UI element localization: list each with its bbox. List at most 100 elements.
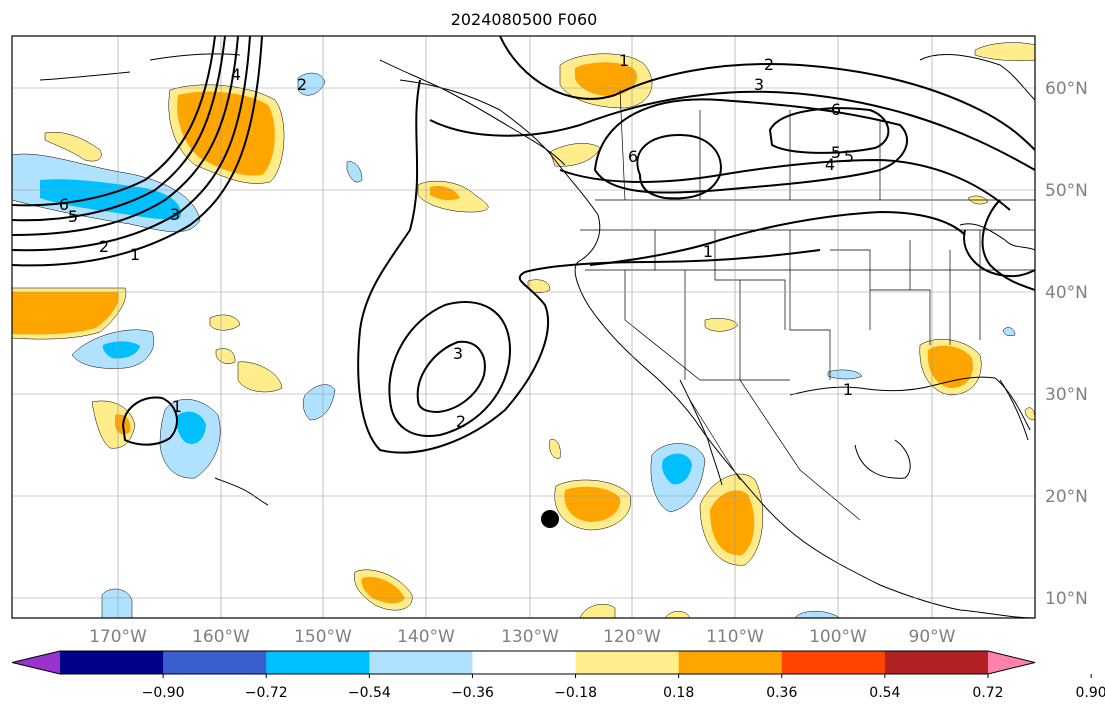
political-borders [580,89,1035,521]
shade-gulf-yellow-1 [44,132,102,162]
colorbar-segment [266,651,370,674]
colorbar-segment [60,651,164,674]
positive-anomaly-shading [12,42,1035,618]
contour-label: 3 [453,344,463,363]
shade-north-orange-core [575,62,638,96]
contour-label: 2 [456,412,466,431]
colorbar-tick-label: 0.18 [663,685,694,701]
shade-blue-west-core [102,341,140,359]
contour-1-mid [589,210,966,266]
shade-bottom-1 [579,603,616,618]
contour-label: 1 [843,380,853,399]
shade-sub-tropical-2-core [361,576,405,604]
latitude-label: 40°N [1045,283,1088,303]
colorbar-extension-low [12,651,60,674]
latitude-label: 60°N [1045,79,1088,99]
latitude-label: 30°N [1045,385,1088,405]
shade-west-orange-core [12,292,119,335]
contour-high-3 [768,107,890,154]
longitude-label: 110°W [706,627,764,647]
contour-north-2 [499,36,1035,151]
yucatan [854,439,911,479]
contour-label: 1 [172,397,182,416]
colorbar-tick-label: −0.90 [142,685,185,701]
colorbar-segment [781,651,886,674]
longitude-label: 150°W [294,627,352,647]
longitude-label: 140°W [397,627,455,647]
contour-hawaii [121,396,178,446]
colorbar-tick-label: 0.90 [1076,685,1105,701]
latitude-label: 20°N [1045,487,1088,507]
longitude-label: 170°W [89,627,147,647]
colorbar-extension-high [988,651,1035,674]
colorbar-segment [472,651,577,674]
alaska-coast [379,59,566,166]
colorbar-tick-label: −0.36 [451,685,494,701]
shade-pacific-orange-1 [430,186,460,201]
longitude-label: 160°W [192,627,250,647]
hawaii-islands [214,477,269,506]
colorbar-segment [369,651,473,674]
contour-west-5 [12,36,226,222]
shade-sub-tropical-1-core [564,486,621,522]
contour-label: 2 [99,237,109,256]
shade-blue-baja-core [662,453,692,485]
colorbar: −0.90 −0.72 −0.54 −0.36 −0.18 0.18 0.36 0.54 0.7… [11,650,1105,701]
longitude-label: 130°W [501,627,559,647]
contour-north-4 [559,158,1011,211]
shade-alaska-blue [297,72,326,96]
shade-yellow-small-1 [209,314,241,331]
shade-ne-corner [974,42,1035,62]
shade-mexico-coast-core [710,490,755,556]
contour-label: 3 [170,205,180,224]
contour-label: 2 [297,75,307,94]
shade-blue-small-1 [346,161,363,183]
aleutians [39,53,241,81]
colorbar-tick-label: −0.54 [348,685,391,701]
contour-west-3 [12,36,239,236]
contour-label: 2 [764,55,774,74]
contour-east-2 [963,229,1035,278]
latitude-label: 10°N [1045,589,1088,609]
baja-coast [679,379,723,486]
colorbar-tick-label: 0.54 [869,685,900,701]
contour-north-3 [429,90,1035,171]
shade-blue-south [101,588,133,618]
contour-label: 3 [754,75,764,94]
hudson-area [919,54,1035,101]
longitude-label: 100°W [809,627,867,647]
contour-label: 6 [831,100,841,119]
shade-gulf-coast-core [927,345,974,388]
contour-label: 6 [628,147,638,166]
contour-west-2 [12,36,251,252]
longitude-label: 120°W [603,627,661,647]
contour-central-2 [388,301,512,437]
great-lakes [959,223,1035,251]
shade-mexico-yellow [704,318,739,332]
contour-high-2 [636,133,722,200]
colorbar-tick-label: 0.36 [766,685,797,701]
shade-small-550 [549,439,561,459]
contour-label: 4 [231,65,241,84]
contour-label: 5 [68,207,78,226]
north-america-west-coast [399,79,1035,618]
contour-labels: 6 5 3 2 1 2 3 6 6 5 4 5 1 3 2 1 1 4 2 1 [59,51,854,431]
shade-blue-mid [302,384,336,421]
contour-label: 6 [59,195,69,214]
contour-central-3 [416,340,486,414]
shade-alaska-orange-core [177,91,275,176]
latitude-labels: 60°N 50°N 40°N 30°N 20°N 10°N [1045,79,1088,609]
colorbar-outline [11,650,1036,675]
colorbar-segment [163,651,267,674]
shade-yellow-small-3 [237,361,283,393]
contour-west-6 [12,36,216,207]
contour-label: 5 [831,143,841,162]
shade-blue-east [1002,327,1016,337]
latitude-label: 50°N [1045,181,1088,201]
map-panel [12,36,1035,618]
shade-blue-hawaii-core [176,411,206,445]
contour-label: 1 [130,245,140,264]
longitude-label: 90°W [909,627,956,647]
contour-west-1 [12,36,263,267]
